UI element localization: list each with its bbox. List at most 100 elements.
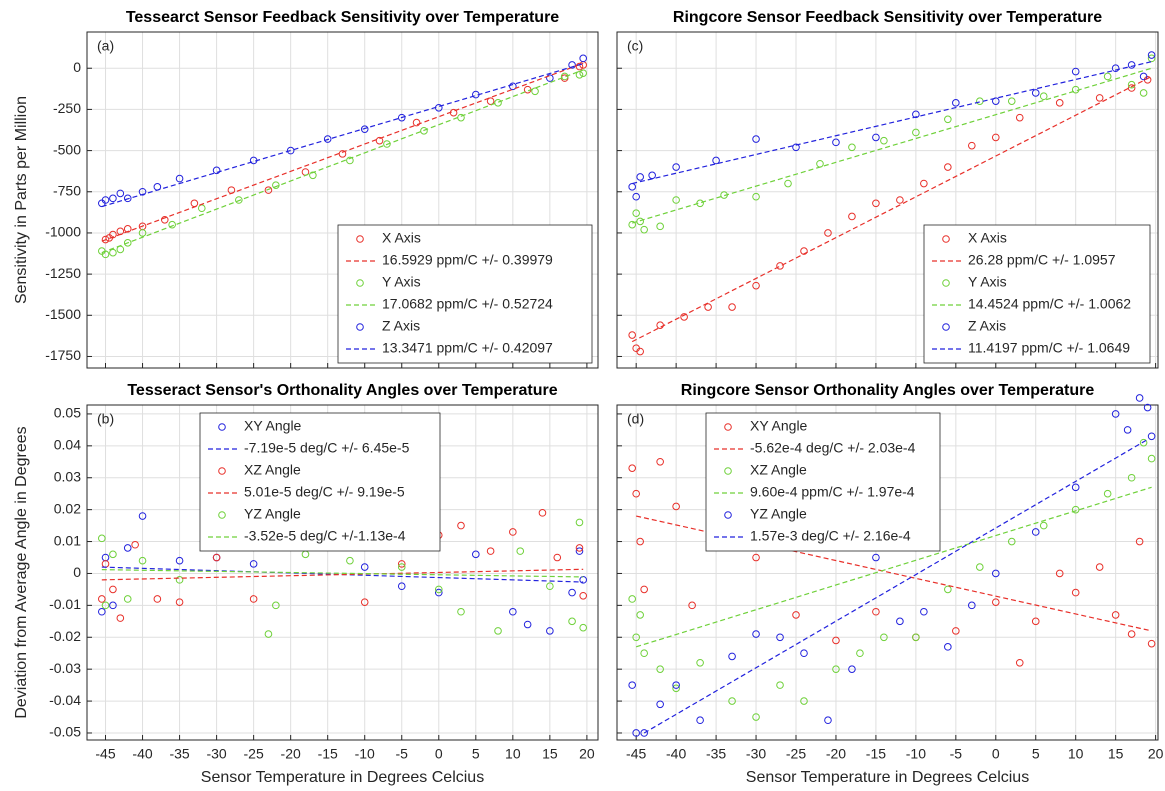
data-point	[672, 681, 680, 689]
data-point	[509, 82, 517, 91]
legend-marker	[942, 323, 950, 331]
legend-label: 14.4524 ppm/C +/- 1.0062	[968, 296, 1131, 312]
y-tick-label: -1250	[45, 265, 81, 281]
data-point	[272, 601, 280, 610]
data-point	[538, 509, 547, 517]
data-point	[636, 347, 644, 356]
data-point	[912, 128, 920, 137]
data-point	[560, 72, 569, 81]
x-tick-label: -15	[318, 746, 338, 762]
y-tick-label: -1750	[45, 347, 81, 363]
data-point	[952, 99, 960, 107]
legend-marker	[218, 467, 226, 475]
data-point	[346, 156, 354, 165]
legend-label: -5.62e-4 deg/C +/- 2.03e-4	[750, 440, 916, 456]
data-point	[1015, 658, 1024, 667]
data-point	[784, 179, 792, 188]
legend-label: Y Axis	[968, 274, 1007, 290]
data-point	[98, 607, 106, 616]
x-tick-label: 10	[1068, 746, 1084, 762]
legend-marker	[942, 235, 950, 243]
data-point	[420, 127, 428, 135]
legend-label: Y Axis	[382, 274, 421, 290]
data-point	[509, 528, 517, 536]
legend-label: 1.57e-3 deg/C +/- 2.16e-4	[750, 528, 911, 544]
data-point	[1103, 72, 1112, 81]
data-point	[628, 220, 636, 229]
legend-label: X Axis	[968, 230, 1007, 246]
data-point	[1111, 410, 1120, 418]
data-point	[880, 136, 888, 145]
data-point	[123, 239, 132, 247]
data-point	[896, 196, 904, 204]
fit-line	[101, 568, 584, 581]
data-point	[1127, 84, 1136, 92]
data-point	[912, 633, 920, 642]
data-point	[131, 540, 139, 549]
data-point	[1147, 54, 1156, 63]
legend-box	[337, 224, 593, 364]
data-point	[546, 627, 554, 635]
y-tick-label: -1000	[45, 224, 81, 240]
data-point	[776, 262, 784, 270]
data-point	[628, 595, 636, 603]
fit-line	[101, 62, 584, 242]
y-tick-label: 0	[73, 564, 81, 580]
data-point	[640, 729, 648, 737]
chart-title: Tesseract Sensor's Orthonality Angles ov…	[127, 382, 557, 399]
fit-line	[636, 486, 1152, 648]
data-point	[397, 582, 406, 591]
data-point	[553, 553, 562, 562]
data-point	[632, 633, 640, 642]
data-point	[472, 550, 480, 559]
data-point	[160, 215, 169, 224]
data-point	[688, 601, 696, 610]
data-point	[776, 633, 784, 642]
y-tick-label: -250	[53, 100, 81, 116]
data-point	[1039, 521, 1048, 530]
data-point	[752, 713, 760, 721]
data-point	[138, 512, 147, 520]
x-tick-label: 10	[505, 746, 521, 762]
data-point	[832, 665, 840, 673]
data-point	[872, 553, 880, 562]
data-point	[175, 556, 184, 565]
data-point	[494, 627, 502, 635]
data-point	[264, 630, 273, 638]
data-point	[116, 614, 125, 622]
data-point	[856, 649, 864, 658]
data-point	[728, 303, 736, 311]
x-tick-label: -20	[281, 746, 301, 762]
fit-line	[643, 438, 1148, 734]
data-point	[968, 141, 976, 150]
plot-frame	[86, 404, 599, 741]
legend-marker	[942, 279, 950, 287]
legend-label: 17.0682 ppm/C +/- 0.52724	[382, 296, 553, 312]
legend-label: 16.5929 ppm/C +/- 0.39979	[382, 252, 553, 268]
data-point	[752, 192, 760, 201]
data-point	[109, 230, 117, 239]
data-point	[531, 87, 539, 96]
data-point	[153, 595, 162, 603]
data-point	[457, 607, 465, 616]
legend-marker	[356, 279, 364, 287]
data-point	[523, 620, 532, 629]
data-point	[944, 163, 952, 171]
data-point	[1095, 94, 1104, 102]
data-point	[656, 222, 664, 231]
legend-marker	[218, 511, 226, 519]
data-point	[800, 697, 808, 705]
x-tick-label: -30	[746, 746, 766, 762]
x-tick-label: 5	[472, 746, 480, 762]
data-point	[832, 636, 840, 645]
legend-marker	[724, 467, 732, 475]
data-point	[991, 97, 1000, 105]
panel-label: (a)	[97, 38, 114, 54]
legend-label: XY Angle	[244, 418, 302, 434]
x-tick-label: 15	[1108, 746, 1124, 762]
x-tick-label: -40	[666, 746, 686, 762]
x-tick-label: -5	[950, 746, 963, 762]
data-point	[1127, 473, 1136, 482]
data-point	[792, 611, 800, 619]
data-point	[109, 601, 117, 610]
